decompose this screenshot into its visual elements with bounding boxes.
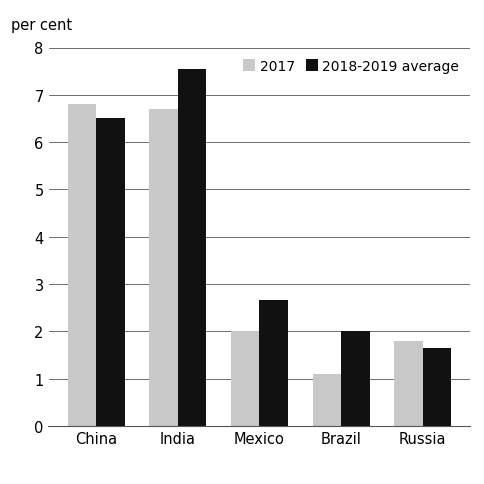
Text: per cent: per cent (11, 18, 72, 33)
Bar (149, 110, 178, 426)
Bar (230, 332, 259, 426)
Bar (312, 374, 340, 426)
Bar (422, 348, 450, 426)
Bar (68, 105, 96, 426)
Bar (178, 70, 206, 426)
Bar (259, 301, 287, 426)
Bar (340, 332, 369, 426)
Bar (393, 341, 422, 426)
Bar (96, 119, 124, 426)
Legend: 2017, 2018-2019 average: 2017, 2018-2019 average (238, 55, 463, 77)
